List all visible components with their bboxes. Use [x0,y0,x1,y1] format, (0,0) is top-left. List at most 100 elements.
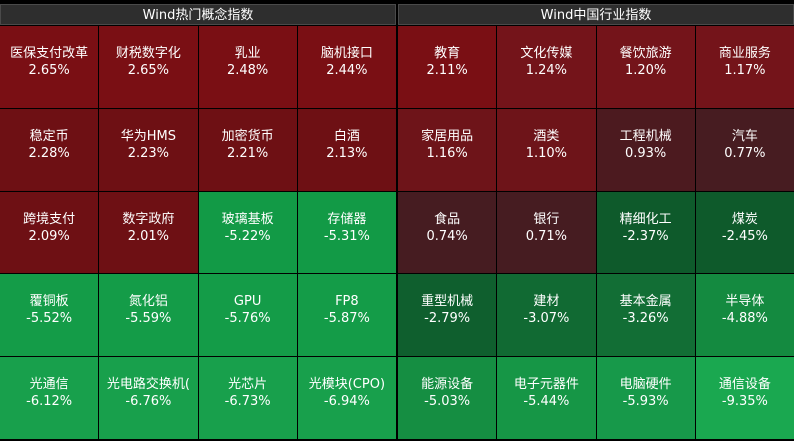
tile-change-percent: 0.71% [525,228,568,244]
index-tile[interactable]: 光电路交换机(-6.76% [99,357,198,439]
tile-name: 玻璃基板 [221,211,274,227]
tile-name: 跨境支付 [23,211,76,227]
tile-name: 财税数字化 [115,46,181,61]
index-tile[interactable]: 财税数字化 2.65% [99,26,198,108]
tile-change-percent: 1.24% [525,63,568,78]
tile-name: FP8 [335,294,359,310]
index-tile[interactable]: 银行 0.71% [497,191,596,274]
tile-change-percent: 0.77% [724,145,766,161]
tile-name: 精细化工 [619,211,672,227]
index-tile[interactable]: 稳定币 2.28% [0,108,99,191]
index-tile[interactable]: 玻璃基板 -5.22% [198,191,297,274]
index-tile[interactable]: 脑机接口 2.44% [297,26,396,108]
index-tile[interactable]: 基本金属 -3.26% [596,274,695,357]
hot-concept-index-title: Wind热门概念指数 [0,4,396,25]
hot-concept-index-panel: Wind热门概念指数 医保支付改革 2.65% 财税数字化 2.65% 乳业 2.48% 脑… [0,4,396,439]
tile-change-percent: 2.01% [127,228,170,244]
index-tile[interactable]: 酒类 1.10% [497,108,596,191]
index-tile[interactable]: 跨境支付 2.09% [0,191,99,274]
tile-name: 餐饮旅游 [619,46,672,61]
index-tile[interactable]: 汽车 0.77% [695,108,794,191]
index-tile[interactable]: 半导体 -4.88% [695,274,794,357]
tile-name: 食品 [434,211,461,227]
tile-name: 文化传媒 [520,46,573,61]
index-tile[interactable]: 白酒 2.13% [297,108,396,191]
index-tile[interactable]: 通信设备 -9.35% [695,357,794,439]
tile-name: 稳定币 [29,128,69,144]
tile-change-percent: 1.10% [525,145,568,161]
tile-change-percent: 1.17% [724,63,766,78]
tile-change-percent: 2.11% [426,63,468,78]
index-tile[interactable]: 商业服务 1.17% [695,26,794,108]
index-tile[interactable]: 餐饮旅游 1.20% [596,26,695,108]
tile-name: 半导体 [725,294,765,310]
tile-change-percent: 2.09% [28,228,70,244]
tile-change-percent: -5.87% [323,311,370,327]
index-tile[interactable]: 电子元器件 -5.44% [497,357,596,439]
tile-change-percent: 2.48% [226,63,269,78]
index-tile[interactable]: 光通信 -6.12% [0,357,99,439]
tile-name: 工程机械 [619,128,672,144]
index-tile[interactable]: 文化传媒 1.24% [497,26,596,108]
tile-name: 教育 [434,46,461,61]
index-tile[interactable]: 存储器 -5.31% [297,191,396,274]
tile-name: 通信设备 [718,377,771,393]
tile-change-percent: 2.13% [326,145,368,161]
index-tile[interactable]: GPU -5.76% [198,274,297,357]
tile-change-percent: -5.03% [424,394,471,410]
index-tile[interactable]: 华为HMS 2.23% [99,108,198,191]
tile-name: 光通信 [29,377,69,393]
tile-name: 华为HMS [120,128,176,144]
tile-name: 建材 [533,294,560,310]
index-tile[interactable]: 光模块(CPO) -6.94% [297,357,396,439]
index-tile[interactable]: 光芯片 -6.73% [198,357,297,439]
tile-change-percent: -2.37% [622,228,669,244]
tile-name: GPU [233,294,262,310]
index-tile[interactable]: 工程机械 0.93% [596,108,695,191]
tile-name: 脑机接口 [320,46,373,61]
tile-change-percent: -6.76% [125,394,172,410]
tile-name: 汽车 [731,128,758,144]
index-tile[interactable]: 家居用品 1.16% [398,108,497,191]
index-tile[interactable]: 食品 0.74% [398,191,497,274]
tile-name: 覆铜板 [29,294,69,310]
tile-name: 光模块(CPO) [308,377,386,393]
tile-change-percent: 2.23% [127,145,170,161]
tile-name: 光电路交换机( [106,377,190,393]
index-tile[interactable]: 乳业 2.48% [198,26,297,108]
index-tile[interactable]: 加密货币 2.21% [198,108,297,191]
tile-change-percent: 2.65% [28,63,70,78]
index-tile[interactable]: 重型机械 -2.79% [398,274,497,357]
index-tile[interactable]: 数字政府 2.01% [99,191,198,274]
tile-name: 煤炭 [731,211,758,227]
index-tile[interactable]: 能源设备 -5.03% [398,357,497,439]
index-tile[interactable]: 精细化工 -2.37% [596,191,695,274]
tile-change-percent: -6.73% [224,394,271,410]
tile-change-percent: 1.16% [426,145,468,161]
index-tile[interactable]: 电脑硬件 -5.93% [596,357,695,439]
hot-concept-index-grid: 医保支付改革 2.65% 财税数字化 2.65% 乳业 2.48% 脑机接口 2.44% 稳定币… [0,26,396,439]
tile-name: 电脑硬件 [619,377,672,393]
tile-name: 白酒 [333,128,360,144]
tile-change-percent: 2.44% [326,63,368,78]
tile-change-percent: 2.65% [127,63,170,78]
tile-name: 能源设备 [421,377,474,393]
index-tile[interactable]: 覆铜板 -5.52% [0,274,99,357]
tile-change-percent: -5.76% [224,311,271,327]
tile-change-percent: -5.22% [224,228,271,244]
tile-change-percent: -2.79% [424,311,471,327]
tile-change-percent: -3.07% [523,311,570,327]
index-tile[interactable]: FP8 -5.87% [297,274,396,357]
tile-change-percent: -5.31% [323,228,370,244]
tile-change-percent: 2.21% [226,145,269,161]
index-tile[interactable]: 氮化铝 -5.59% [99,274,198,357]
index-tile[interactable]: 建材 -3.07% [497,274,596,357]
tile-name: 数字政府 [122,211,175,227]
tile-change-percent: -6.12% [26,394,73,410]
index-tile[interactable]: 医保支付改革 2.65% [0,26,99,108]
tile-change-percent: 0.93% [624,145,667,161]
index-tile[interactable]: 教育 2.11% [398,26,497,108]
index-tile[interactable]: 煤炭 -2.45% [695,191,794,274]
tile-change-percent: -5.93% [622,394,669,410]
